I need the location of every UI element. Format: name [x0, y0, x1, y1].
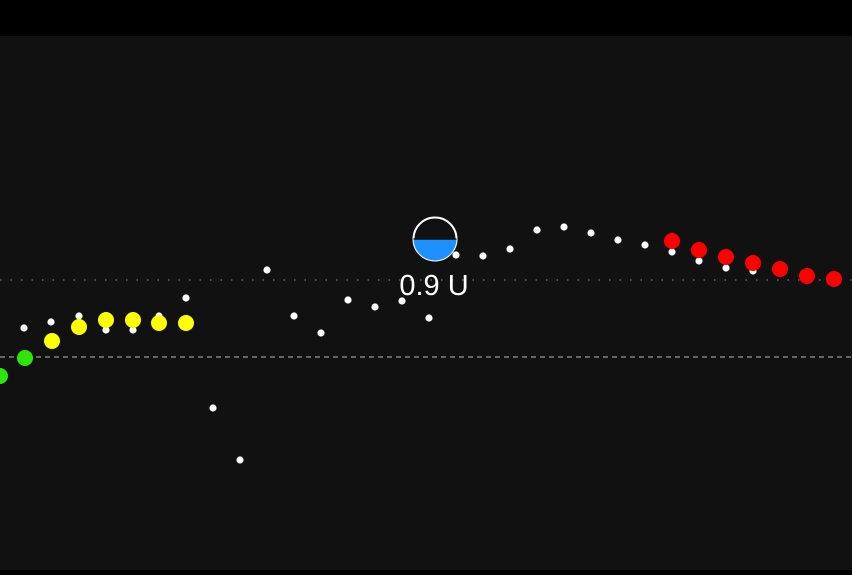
top-bar: [0, 0, 852, 36]
cgm-point: [47, 318, 55, 326]
prediction-point-mid: [178, 315, 194, 331]
cgm-point: [263, 266, 271, 274]
prediction-point-high: [664, 233, 680, 249]
prediction-point-mid: [71, 319, 87, 335]
cgm-point: [452, 251, 460, 259]
cgm-point: [209, 404, 217, 412]
bolus-marker[interactable]: 0.9 U: [399, 216, 469, 303]
prediction-point-high: [772, 261, 788, 277]
cgm-point: [317, 329, 325, 337]
prediction-point-mid: [151, 315, 167, 331]
cgm-point: [722, 264, 730, 272]
cgm-point: [695, 257, 703, 265]
bolus-fill: [413, 239, 457, 261]
prediction-point-mid: [98, 312, 114, 328]
prediction-point-high: [691, 242, 707, 258]
cgm-point: [587, 229, 595, 237]
cgm-point: [560, 223, 568, 231]
chart-canvas: 0.9 U: [0, 216, 852, 464]
cgm-point: [506, 245, 514, 253]
cgm-point: [20, 324, 28, 332]
bolus-amount-label: 0.9 U: [399, 270, 468, 302]
cgm-point: [371, 303, 379, 311]
cgm-point: [75, 312, 83, 320]
prediction-point-high: [799, 268, 815, 284]
cgm-point: [533, 226, 541, 234]
cgm-point: [102, 326, 110, 334]
prediction-point-low: [0, 368, 8, 384]
prediction-readings: [0, 233, 842, 384]
cgm-point: [479, 252, 487, 260]
cgm-point: [398, 297, 406, 305]
cgm-point: [344, 296, 352, 304]
cgm-point: [668, 248, 676, 256]
prediction-point-high: [718, 249, 734, 265]
prediction-point-mid: [125, 312, 141, 328]
cgm-point: [641, 241, 649, 249]
cgm-point: [129, 326, 137, 334]
cgm-point: [236, 456, 244, 464]
prediction-point-low: [17, 350, 33, 366]
glucose-chart: 0.9 U: [0, 36, 852, 570]
cgm-readings: [20, 223, 811, 464]
prediction-point-high: [745, 255, 761, 271]
cgm-point: [182, 294, 190, 302]
prediction-point-high: [826, 271, 842, 287]
cgm-point: [290, 312, 298, 320]
prediction-point-mid: [44, 333, 60, 349]
cgm-point: [614, 236, 622, 244]
cgm-point: [425, 314, 433, 322]
